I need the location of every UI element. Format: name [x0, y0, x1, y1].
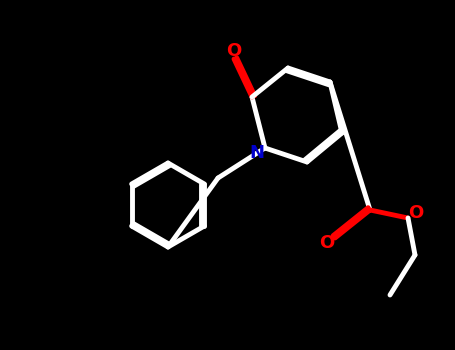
Text: N: N: [249, 144, 264, 162]
Text: O: O: [319, 234, 334, 252]
Text: O: O: [227, 42, 242, 60]
Text: O: O: [409, 204, 424, 222]
